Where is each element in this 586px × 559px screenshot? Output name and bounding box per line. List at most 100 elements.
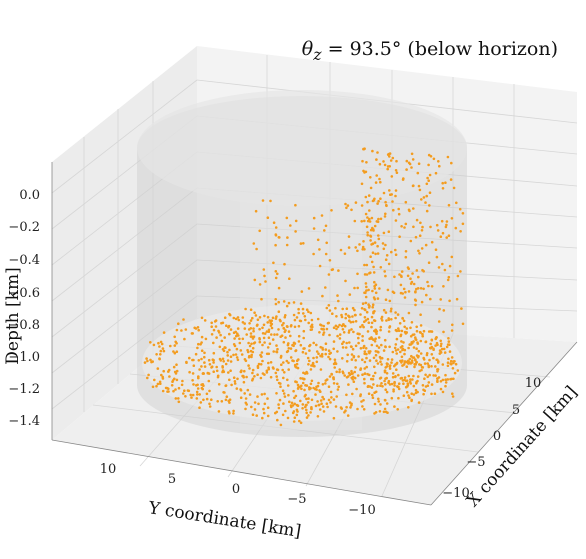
scatter-point: [210, 325, 213, 329]
scatter-point: [301, 403, 305, 406]
scatter-point: [389, 309, 393, 313]
scatter-point: [286, 343, 290, 347]
scatter-point: [344, 202, 347, 206]
scatter-point: [407, 362, 410, 365]
scatter-point: [367, 306, 371, 309]
scatter-point: [363, 219, 366, 223]
scatter-point: [384, 200, 387, 204]
scatter-point: [175, 328, 179, 332]
scatter-point: [276, 378, 279, 382]
scatter-point: [304, 352, 308, 355]
scatter-point: [413, 298, 417, 302]
scatter-point: [440, 347, 444, 351]
scatter-point: [280, 334, 284, 338]
scatter-point: [298, 419, 301, 423]
scatter-point: [212, 341, 215, 345]
scatter-point: [263, 314, 266, 318]
scatter-point: [377, 346, 381, 349]
scatter-point: [388, 189, 391, 192]
scatter-point: [384, 399, 387, 402]
scatter-point: [412, 374, 415, 378]
scatter-point: [372, 383, 375, 386]
scatter-point: [365, 365, 369, 369]
scatter-point: [304, 405, 307, 409]
scatter-point: [156, 382, 160, 386]
scatter-point: [415, 325, 419, 329]
scatter-point: [361, 159, 364, 163]
x-tick-label: 0: [493, 429, 501, 444]
scatter-point: [371, 378, 375, 381]
scatter-point: [427, 364, 431, 367]
scatter-point: [344, 409, 347, 413]
scatter-point: [304, 318, 307, 322]
scatter-point: [251, 371, 254, 375]
scatter-point: [188, 370, 191, 374]
scatter-point: [447, 275, 451, 279]
scatter-point: [275, 392, 278, 395]
scatter-point: [361, 302, 365, 306]
scatter-point: [370, 315, 374, 319]
scatter-point: [393, 405, 396, 408]
scatter-point: [203, 365, 207, 368]
scatter-point: [332, 398, 336, 401]
scatter-point: [369, 271, 372, 275]
scatter-point: [252, 327, 255, 330]
scatter-point: [361, 405, 364, 408]
scatter-point: [363, 316, 367, 319]
scatter-point: [239, 389, 243, 392]
scatter-point: [404, 255, 408, 259]
scatter-point: [305, 411, 309, 415]
scatter-point: [449, 362, 452, 366]
scatter-point: [269, 361, 273, 364]
scatter-point: [369, 186, 373, 190]
scatter-point: [328, 309, 332, 312]
scatter-point: [335, 327, 338, 331]
scatter-point: [348, 341, 351, 344]
scatter-point: [266, 346, 270, 349]
scatter-point: [403, 325, 407, 329]
z-tick-label: −0.2: [8, 220, 40, 235]
scatter-point: [403, 378, 406, 382]
scatter-point: [334, 362, 338, 366]
scatter-point: [414, 358, 417, 361]
scatter-point: [398, 322, 402, 325]
scatter-point: [247, 364, 250, 367]
scatter-point: [447, 203, 451, 207]
scatter-point: [412, 207, 415, 210]
scatter-point: [393, 380, 396, 384]
scatter-point: [370, 216, 374, 220]
scatter-point: [258, 327, 261, 331]
scatter-point: [308, 349, 311, 352]
scatter-point: [409, 343, 413, 346]
scatter-point: [418, 188, 422, 192]
scatter-point: [404, 200, 408, 204]
scatter-point: [247, 355, 251, 359]
scatter-point: [268, 319, 272, 322]
scatter-point: [277, 236, 281, 239]
scatter-point: [308, 344, 311, 348]
scatter-point: [203, 355, 206, 359]
scatter-point: [291, 411, 295, 415]
scatter-point: [378, 162, 382, 166]
scatter-point: [362, 325, 365, 329]
scatter-point: [143, 361, 147, 364]
scatter-point: [359, 393, 363, 396]
y-tick-label: 0: [232, 482, 240, 497]
scatter-point: [156, 367, 160, 370]
scatter-point: [393, 364, 396, 368]
scatter-point: [336, 350, 339, 353]
scatter-point: [239, 396, 243, 400]
scatter-point: [267, 330, 271, 334]
scatter-point: [184, 328, 188, 331]
scatter-point: [374, 181, 378, 184]
scatter-point: [327, 349, 331, 353]
scatter-point: [387, 318, 391, 322]
scatter-point: [444, 225, 448, 229]
scatter-point: [232, 376, 236, 380]
scatter-point: [245, 403, 248, 406]
scatter-point: [451, 323, 454, 327]
scatter-point: [183, 337, 186, 341]
scatter-point: [347, 235, 351, 238]
scatter-point: [374, 350, 378, 353]
scatter-point: [225, 324, 228, 328]
